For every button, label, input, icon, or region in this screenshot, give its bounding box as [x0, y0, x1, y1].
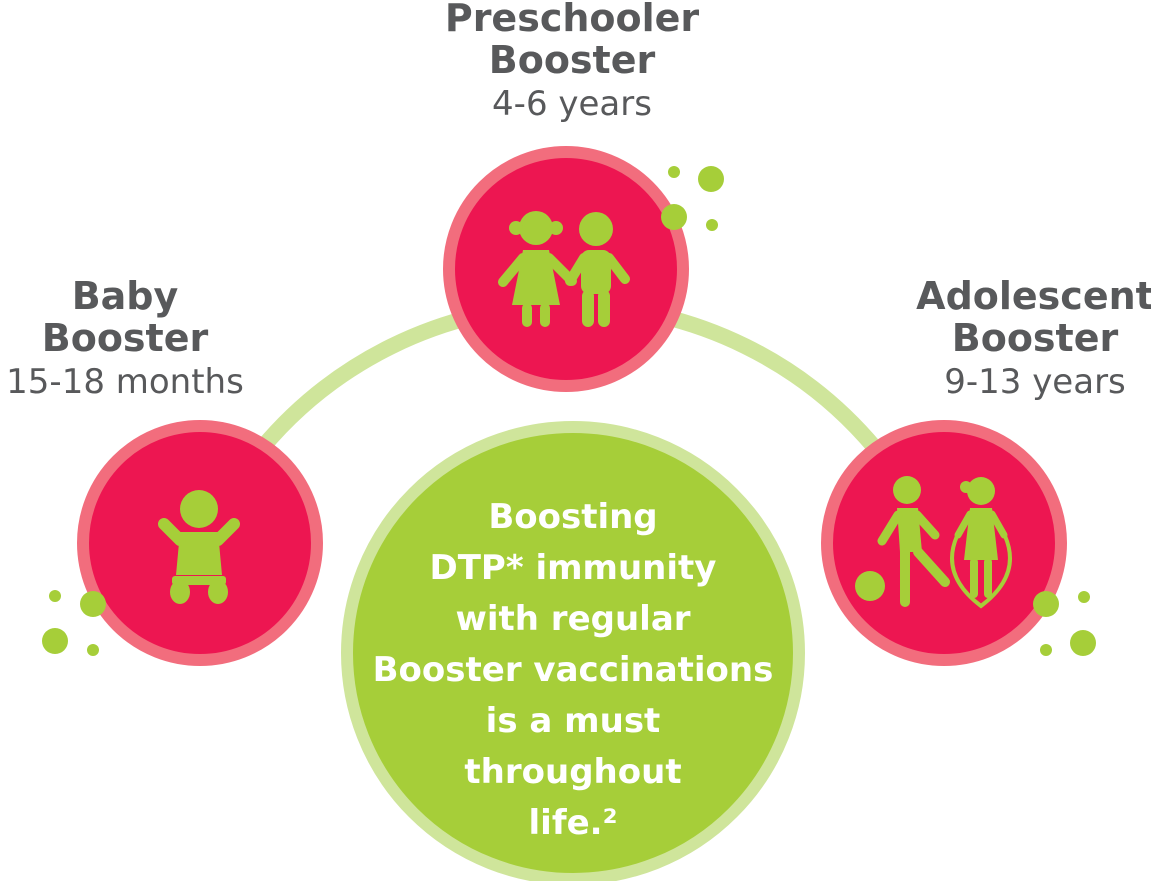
preschooler-age: 4-6 years — [492, 83, 652, 124]
adolescent-age: 9-13 years — [944, 361, 1126, 402]
preschooler-title-line2: Booster — [488, 37, 656, 82]
preschooler-label: Preschooler Booster 4-6 years — [372, 0, 772, 123]
baby-title-line1: Baby — [71, 274, 179, 318]
baby-age: 15-18 months — [6, 361, 244, 402]
center-message-line: Booster vaccinations — [372, 650, 774, 690]
center-message: Boosting DTP* immunity with regular Boos… — [358, 492, 788, 849]
decorative-dots — [42, 166, 1096, 656]
center-message-line: life.² — [528, 803, 618, 843]
adolescent-label: Adolescent Booster 9-13 years — [880, 274, 1151, 402]
adolescent-title-line2: Booster — [951, 315, 1119, 360]
baby-circle — [77, 420, 323, 666]
kids-playing-icon — [855, 476, 1012, 609]
adolescent-circle — [821, 420, 1067, 666]
baby-icon — [158, 490, 240, 604]
center-message-line: is a must — [485, 701, 661, 741]
adolescent-title-line1: Adolescent — [916, 274, 1151, 318]
center-message-line: throughout — [464, 752, 682, 792]
center-message-line: Boosting — [488, 497, 658, 537]
preschooler-circle — [443, 146, 689, 392]
baby-title-line2: Booster — [41, 315, 209, 360]
center-message-line: with regular — [455, 599, 691, 639]
baby-label: Baby Booster 15-18 months — [0, 274, 295, 402]
preschooler-title-line1: Preschooler — [444, 0, 700, 40]
children-holding-hands-icon — [498, 211, 630, 327]
center-circle — [341, 421, 805, 881]
center-message-line: DTP* immunity — [429, 548, 717, 588]
